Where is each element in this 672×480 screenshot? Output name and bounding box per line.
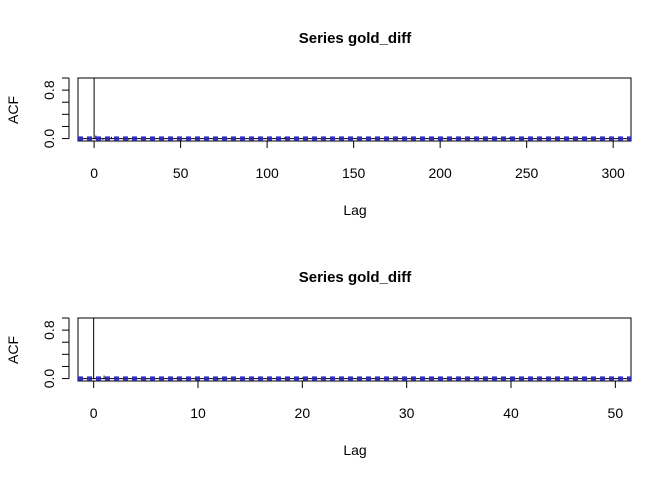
y-tick-label: 0.0	[41, 369, 57, 389]
acf-bars-1	[78, 78, 631, 140]
acf-panel-2: Series gold_diff 0 10 20 30 40 50 0.00.8 Lag …	[5, 269, 632, 458]
plot-frame-1	[77, 77, 632, 142]
confidence-band-1	[78, 136, 631, 141]
y-axis-label-1: ACF	[5, 96, 21, 124]
x-tick-label: 100	[255, 165, 279, 181]
x-tick-label: 250	[515, 165, 539, 181]
x-tick-label: 50	[608, 405, 624, 421]
x-tick-label: 50	[173, 165, 189, 181]
x-tick-label: 0	[90, 405, 98, 421]
x-tick-label: 40	[503, 405, 519, 421]
x-tick-label: 30	[399, 405, 415, 421]
x-axis-label-1: Lag	[343, 202, 366, 218]
x-axis-2: 0 10 20 30 40 50	[90, 380, 624, 421]
x-tick-label: 300	[601, 165, 625, 181]
y-tick-label: 0.8	[41, 80, 57, 100]
x-tick-label: 10	[190, 405, 206, 421]
chart-title-1: Series gold_diff	[299, 30, 413, 47]
x-tick-label: 200	[428, 165, 452, 181]
acf-bars-2	[78, 318, 631, 380]
x-tick-label: 0	[90, 165, 98, 181]
x-axis-label-2: Lag	[343, 442, 366, 458]
x-axis-1: 0 50 100 150 200 250 300	[90, 140, 625, 181]
y-axis-label-2: ACF	[5, 336, 21, 364]
y-axis-1: 0.0 0.8	[41, 77, 70, 149]
confidence-band-2	[78, 376, 631, 381]
x-tick-label: 20	[295, 405, 311, 421]
chart-title-2: Series gold_diff	[299, 269, 413, 286]
y-tick-label: 0.8	[41, 320, 57, 340]
x-tick-label: 150	[342, 165, 366, 181]
y-tick-label: 0.0	[41, 129, 57, 149]
acf-panel-1: Series gold_diff 0 50 100 150 200 250 300 0.00…	[5, 30, 632, 218]
plot-frame-2	[77, 317, 632, 382]
y-axis-2: 0.0 0.8	[41, 317, 70, 389]
